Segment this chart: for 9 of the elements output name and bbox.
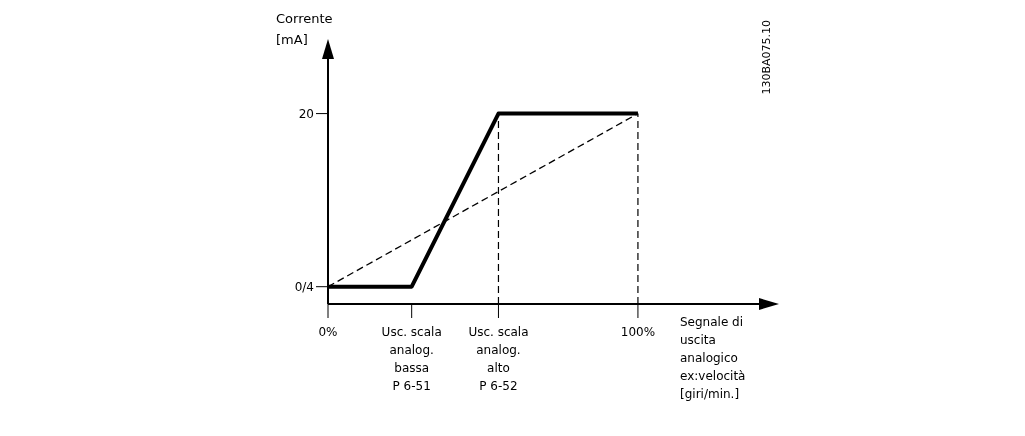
x-axis-title: Segnale di uscita analogico ex:velocità [giri/min.] bbox=[680, 314, 746, 403]
x-tick-label: 100% bbox=[620, 325, 656, 339]
x-tick-label: Usc. scala analog. alto P 6-52 bbox=[468, 325, 529, 393]
y-tick-label: 0/4 bbox=[294, 279, 314, 294]
annotation: 130BA075.10 bbox=[760, 20, 773, 95]
x-tick-label: Usc. scala analog. bassa P 6-51 bbox=[381, 325, 442, 393]
y-axis-title: Corrente [mA] bbox=[276, 10, 333, 49]
x-tick-label: 0% bbox=[318, 325, 338, 339]
y-tick-label: 20 bbox=[298, 106, 314, 121]
